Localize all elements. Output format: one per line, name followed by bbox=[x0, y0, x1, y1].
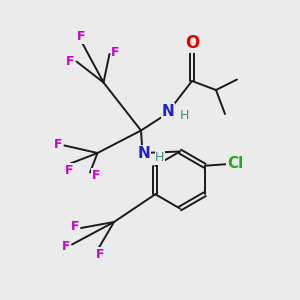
Text: F: F bbox=[54, 137, 63, 151]
Text: F: F bbox=[65, 164, 73, 177]
Text: H: H bbox=[180, 109, 189, 122]
Text: H: H bbox=[155, 151, 165, 164]
Text: Cl: Cl bbox=[227, 156, 243, 171]
Text: F: F bbox=[77, 30, 85, 44]
Text: F: F bbox=[96, 248, 105, 261]
Text: F: F bbox=[71, 220, 79, 233]
Text: F: F bbox=[62, 239, 70, 253]
Text: N: N bbox=[138, 146, 150, 160]
Text: F: F bbox=[66, 55, 75, 68]
Text: O: O bbox=[185, 34, 199, 52]
Text: F: F bbox=[111, 46, 120, 59]
Text: N: N bbox=[162, 103, 174, 118]
Text: F: F bbox=[92, 169, 100, 182]
